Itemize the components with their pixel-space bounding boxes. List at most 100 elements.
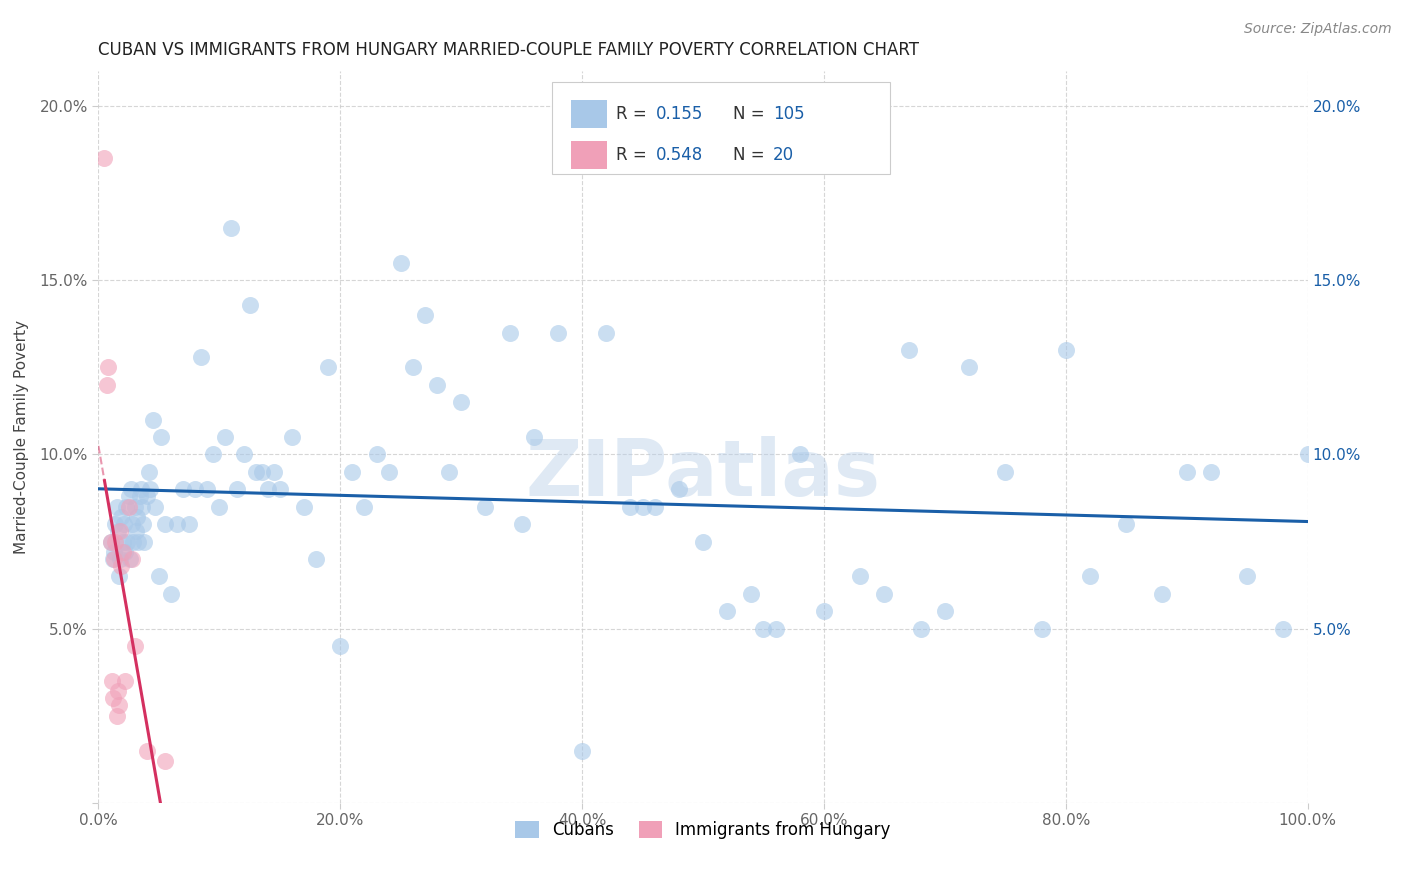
Point	[245, 465, 267, 479]
Point	[957, 360, 980, 375]
Point	[413, 308, 436, 322]
Point	[124, 500, 146, 514]
Point	[547, 326, 569, 340]
Point	[108, 552, 131, 566]
Point	[849, 569, 872, 583]
Point	[389, 256, 412, 270]
Point	[153, 754, 176, 768]
Point	[631, 500, 654, 514]
Point	[221, 221, 243, 235]
Point	[789, 448, 811, 462]
Point	[644, 500, 666, 514]
Point	[139, 483, 162, 497]
Point	[1272, 622, 1295, 636]
Point	[111, 534, 134, 549]
Point	[115, 500, 138, 514]
Point	[118, 552, 141, 566]
Point	[148, 569, 170, 583]
Point	[1199, 465, 1222, 479]
Text: R =: R =	[616, 104, 652, 123]
FancyBboxPatch shape	[571, 100, 607, 128]
Text: 105: 105	[773, 104, 804, 123]
Text: 0.155: 0.155	[655, 104, 703, 123]
Text: 20: 20	[773, 146, 794, 164]
Point	[1175, 465, 1198, 479]
Point	[402, 360, 425, 375]
Point	[740, 587, 762, 601]
Point	[121, 552, 143, 566]
Point	[1236, 569, 1258, 583]
Text: N =: N =	[734, 104, 770, 123]
Point	[377, 465, 399, 479]
Point	[108, 524, 131, 538]
Point	[107, 524, 129, 538]
Point	[595, 326, 617, 340]
Point	[172, 483, 194, 497]
Point	[190, 350, 212, 364]
Point	[202, 448, 225, 462]
Text: R =: R =	[616, 146, 652, 164]
Point	[281, 430, 304, 444]
FancyBboxPatch shape	[571, 141, 607, 169]
Point	[256, 483, 278, 497]
Point	[105, 500, 128, 514]
Point	[131, 500, 153, 514]
Point	[100, 534, 122, 549]
Point	[108, 569, 131, 583]
Point	[127, 534, 149, 549]
Point	[292, 500, 315, 514]
Point	[129, 483, 152, 497]
Text: N =: N =	[734, 146, 770, 164]
Point	[226, 483, 249, 497]
Point	[498, 326, 520, 340]
Point	[1296, 448, 1319, 462]
Point	[143, 500, 166, 514]
Point	[214, 430, 236, 444]
Point	[114, 545, 136, 559]
Point	[1078, 569, 1101, 583]
Point	[160, 587, 183, 601]
Point	[107, 684, 129, 698]
Point	[104, 517, 127, 532]
Point	[104, 534, 127, 549]
Point	[103, 552, 125, 566]
Point	[166, 517, 188, 532]
Point	[813, 604, 835, 618]
Point	[752, 622, 775, 636]
Point	[910, 622, 932, 636]
Point	[239, 298, 262, 312]
Point	[122, 534, 145, 549]
Point	[142, 412, 165, 426]
Point	[118, 489, 141, 503]
Point	[329, 639, 352, 653]
Point	[110, 510, 132, 524]
Point	[103, 545, 125, 559]
Point	[571, 743, 593, 757]
Point	[128, 489, 150, 503]
Point	[135, 743, 157, 757]
Point	[108, 698, 131, 713]
Legend: Cubans, Immigrants from Hungary: Cubans, Immigrants from Hungary	[509, 814, 897, 846]
Text: CUBAN VS IMMIGRANTS FROM HUNGARY MARRIED-COUPLE FAMILY POVERTY CORRELATION CHART: CUBAN VS IMMIGRANTS FROM HUNGARY MARRIED…	[98, 41, 920, 59]
Point	[134, 534, 156, 549]
Point	[195, 483, 218, 497]
Point	[366, 448, 388, 462]
Point	[305, 552, 328, 566]
Point	[93, 152, 115, 166]
Point	[120, 483, 142, 497]
Point	[105, 708, 128, 723]
Point	[124, 639, 146, 653]
Point	[117, 534, 139, 549]
Point	[716, 604, 738, 618]
Point	[184, 483, 207, 497]
Point	[100, 534, 122, 549]
Text: 0.548: 0.548	[655, 146, 703, 164]
Text: ZIPatlas: ZIPatlas	[526, 435, 880, 512]
Point	[1031, 622, 1053, 636]
Point	[135, 489, 157, 503]
Point	[125, 524, 148, 538]
Text: Source: ZipAtlas.com: Source: ZipAtlas.com	[1244, 22, 1392, 37]
Point	[101, 552, 124, 566]
Point	[101, 691, 124, 706]
Point	[934, 604, 956, 618]
